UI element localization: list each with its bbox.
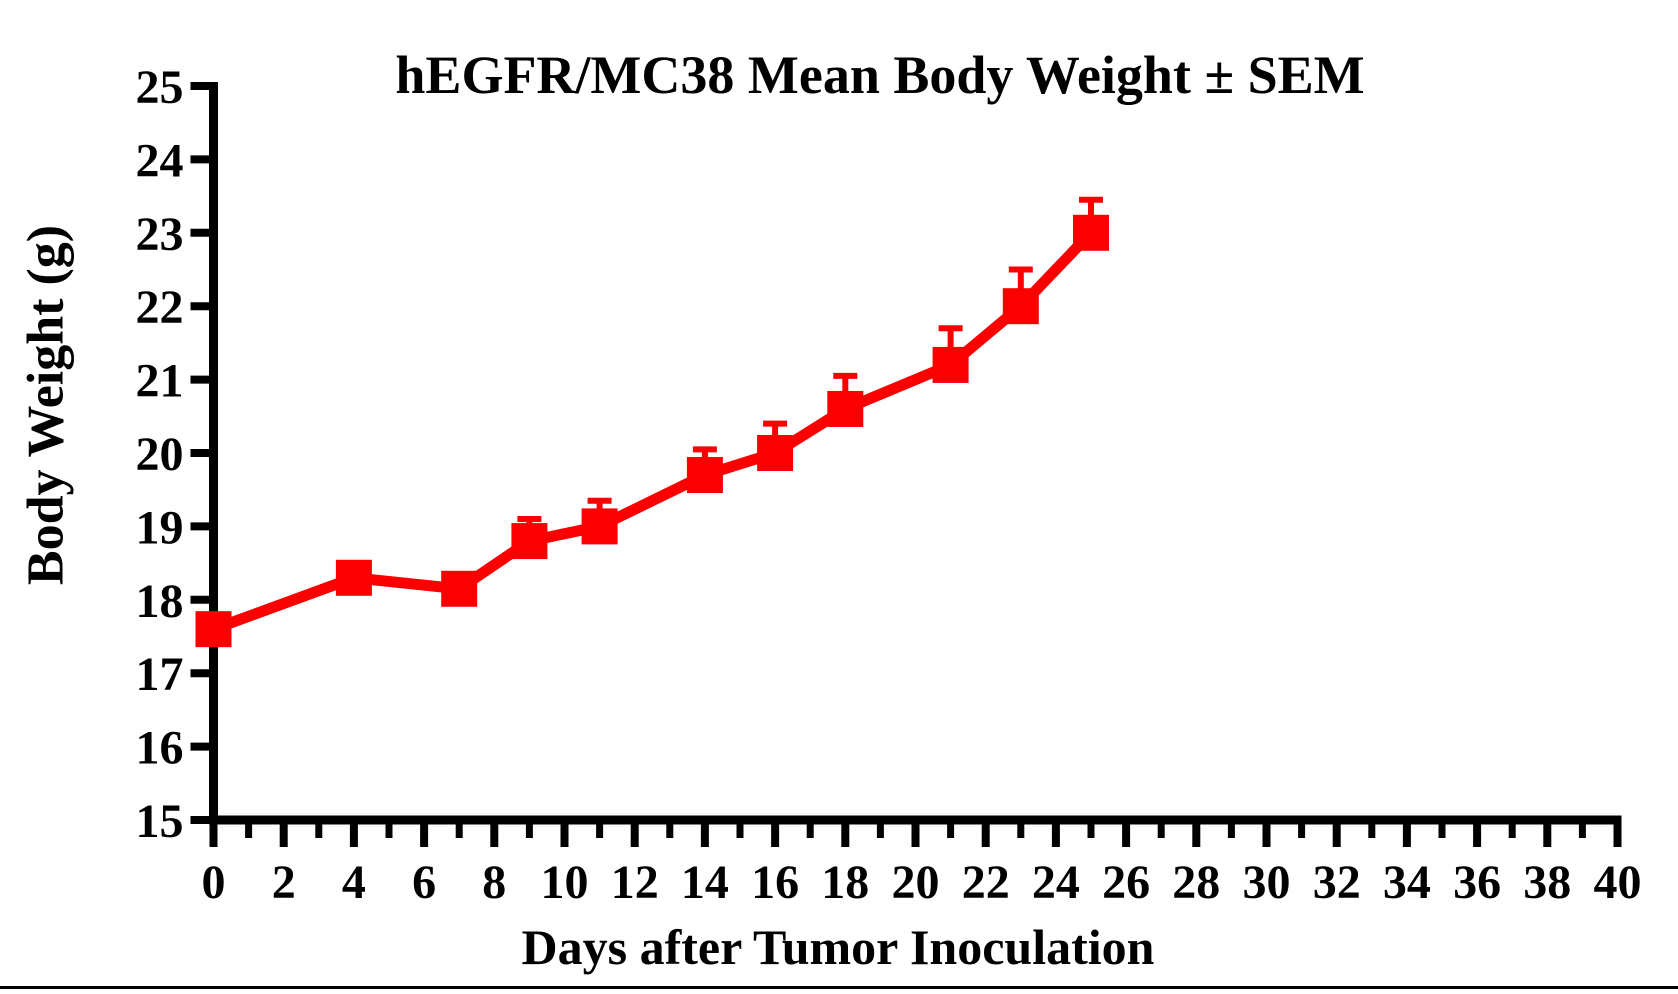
y-tick-label: 21 xyxy=(136,355,184,408)
x-tick-label: 22 xyxy=(962,856,1010,909)
x-tick-label: 20 xyxy=(892,856,940,909)
y-tick-label: 16 xyxy=(136,722,184,775)
x-tick-label: 40 xyxy=(1594,856,1642,909)
x-axis-title: Days after Tumor Inoculation xyxy=(521,919,1155,975)
x-tick-label: 18 xyxy=(821,856,869,909)
y-tick-label: 24 xyxy=(136,134,184,187)
data-point-marker xyxy=(581,508,618,545)
y-tick-label: 20 xyxy=(136,428,184,481)
x-tick-label: 14 xyxy=(681,856,729,909)
data-point-marker xyxy=(1073,214,1109,251)
data-point-marker xyxy=(441,570,478,607)
x-tick-label: 8 xyxy=(482,856,506,909)
data-point-marker xyxy=(827,390,864,427)
y-tick-label: 25 xyxy=(136,61,184,114)
x-tick-label: 36 xyxy=(1453,856,1501,909)
y-tick-label: 22 xyxy=(136,281,184,334)
x-tick-label: 0 xyxy=(202,856,226,909)
y-tick-label: 15 xyxy=(136,795,184,848)
data-point-marker xyxy=(335,559,372,596)
x-tick-label: 6 xyxy=(412,856,436,909)
data-point-marker xyxy=(757,435,794,471)
x-tick-label: 10 xyxy=(541,856,589,909)
y-tick-label: 19 xyxy=(136,501,184,554)
data-point-marker xyxy=(511,523,548,560)
chart-title: hEGFR/MC38 Mean Body Weight ± SEM xyxy=(395,45,1365,105)
x-tick-label: 30 xyxy=(1243,856,1291,909)
x-tick-label: 2 xyxy=(272,856,296,909)
x-tick-label: 12 xyxy=(611,856,659,909)
data-point-marker xyxy=(932,346,969,383)
y-tick-label: 23 xyxy=(136,208,184,261)
data-point-marker xyxy=(195,611,232,648)
x-tick-label: 16 xyxy=(751,856,799,909)
data-point-marker xyxy=(1002,288,1039,325)
x-tick-label: 4 xyxy=(342,856,366,909)
bottom-divider xyxy=(0,986,1678,989)
x-tick-label: 38 xyxy=(1523,856,1571,909)
y-tick-label: 18 xyxy=(136,575,184,628)
x-tick-label: 34 xyxy=(1383,856,1431,909)
x-tick-label: 24 xyxy=(1032,856,1080,909)
x-tick-label: 28 xyxy=(1172,856,1220,909)
x-tick-label: 26 xyxy=(1102,856,1150,909)
y-tick-label: 17 xyxy=(136,648,184,701)
x-tick-label: 32 xyxy=(1313,856,1361,909)
data-point-marker xyxy=(686,457,723,494)
